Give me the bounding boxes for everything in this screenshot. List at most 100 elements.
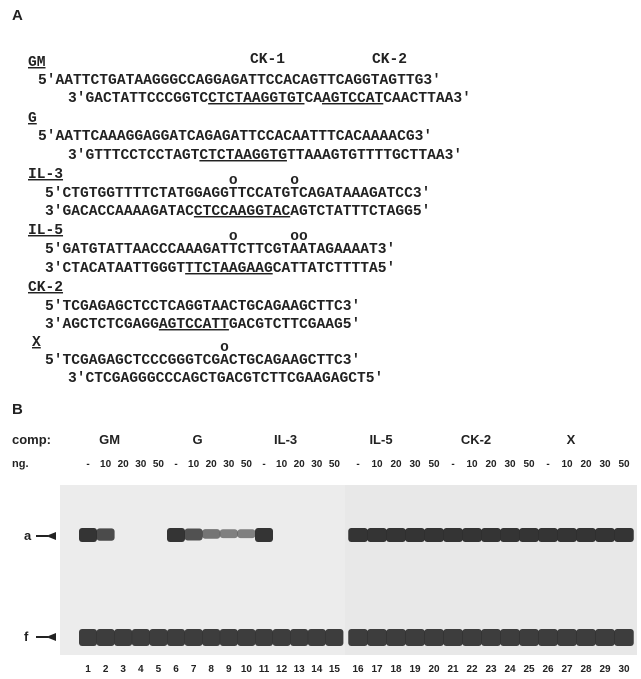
sequence: 3'AGCTCTCGAGGAGTCCATTGACGTCTTCGAAG5' (45, 317, 360, 333)
dose-label: 30 (311, 459, 323, 470)
gel-band (538, 528, 558, 542)
gel-band (273, 629, 291, 646)
figure: ACK-1CK-2GM5'AATTCTGATAAGGGCCAGGAGATTCCA… (0, 0, 641, 679)
binding-site: CTCTAAGGTG (199, 148, 287, 164)
sequence-part: CATTATCTTTTA5' (273, 261, 396, 277)
row-label: ng. (12, 458, 29, 470)
lane-number: 21 (447, 664, 459, 675)
dose-label: 30 (135, 459, 147, 470)
dose-label: 50 (153, 459, 165, 470)
gel-band (386, 629, 406, 646)
gel-band (443, 629, 463, 646)
dose-label: - (86, 459, 89, 470)
sequence-name: G (28, 111, 37, 127)
lane-number: 22 (466, 664, 478, 675)
gel-band (348, 528, 368, 542)
gel-band (149, 629, 167, 646)
gel-band (519, 629, 539, 646)
dose-label: 20 (118, 459, 130, 470)
lane-number: 9 (226, 664, 232, 675)
dose-label: 10 (466, 459, 478, 470)
sequence: 5'TCGAGAGCTCCTCAGGTAACTGCAGAAGCTTC3' (45, 299, 360, 315)
sequence: 5'GATGTATTAACCCAAAGATTCTTCGTAATAGAAAAT3' (45, 242, 395, 258)
lane-number: 18 (390, 664, 402, 675)
gel-band (114, 629, 132, 646)
lane-number: 15 (329, 664, 341, 675)
gel-band (462, 629, 482, 646)
lane-number: 29 (599, 664, 611, 675)
lane-number: 14 (311, 664, 323, 675)
sequence-part: CA (304, 91, 322, 107)
gel-band (185, 629, 203, 646)
gel-band (519, 528, 539, 542)
dose-label: 50 (618, 459, 630, 470)
dose-label: 50 (428, 459, 440, 470)
gel-band (325, 629, 343, 646)
lane-number: 4 (138, 664, 144, 675)
dose-label: 10 (371, 459, 383, 470)
sequence: 5'CTGTGGTTTTCTATGGAGGTTCCATGTCAGATAAAGAT… (45, 186, 430, 202)
gel-band (167, 528, 185, 542)
dose-label: - (356, 459, 359, 470)
sequence: 5'AATTCAAAGGAGGATCAGAGATTCCACAATTTCACAAA… (38, 129, 432, 145)
dose-label: 10 (100, 459, 112, 470)
gel-band (220, 529, 238, 538)
gel-band (500, 629, 520, 646)
sequence-part: 3'CTACATAATTGGGT (45, 261, 185, 277)
gel-band (405, 528, 425, 542)
sequence-part: 3'AGCTCTCGAGG (45, 317, 159, 333)
gel-band (79, 528, 97, 542)
panel-label: B (12, 401, 23, 418)
dose-label: 10 (561, 459, 573, 470)
gel-band (576, 528, 596, 542)
competitor-name: GM (99, 432, 120, 447)
gel-band (481, 528, 501, 542)
dose-label: - (174, 459, 177, 470)
gel-band (557, 528, 577, 542)
gel-band (132, 629, 150, 646)
dose-label: - (451, 459, 454, 470)
dose-label: 50 (241, 459, 253, 470)
gel-band (462, 528, 482, 542)
gel-band (576, 629, 596, 646)
lane-number: 2 (103, 664, 109, 675)
dose-label: 30 (599, 459, 611, 470)
sequence: 3'CTCGAGGGCCCAGCTGACGTCTTCGAAGAGCT5' (68, 371, 383, 387)
dose-label: 20 (294, 459, 306, 470)
dose-label: 30 (409, 459, 421, 470)
gel-band (237, 629, 255, 646)
sequence-part: AGTCTATTTCTAGG5' (290, 204, 430, 220)
lane-number: 26 (542, 664, 554, 675)
sequence-name: GM (28, 55, 46, 71)
lane-number: 3 (120, 664, 126, 675)
sequence: 3'CTACATAATTGGGTTTCTAAGAAGCATTATCTTTTA5' (45, 261, 395, 277)
competitor-name: X (567, 432, 576, 447)
dose-label: - (262, 459, 265, 470)
gel-band (237, 529, 255, 538)
lane-number: 16 (352, 664, 364, 675)
gel-band (348, 629, 368, 646)
lane-number: 10 (241, 664, 253, 675)
sequence-part: 3'GACACCAAAAGATAC (45, 204, 194, 220)
sequence-name: CK-2 (28, 280, 63, 296)
sequence-part: 3'GTTTCCTCCTAGT (68, 148, 200, 164)
gel-band (424, 528, 444, 542)
lane-number: 24 (504, 664, 516, 675)
gel-band (255, 528, 273, 542)
gel-band (167, 629, 185, 646)
dose-label: 20 (485, 459, 497, 470)
dose-label: 20 (390, 459, 402, 470)
gel-band (424, 629, 444, 646)
sequence: 3'GACTATTCCCGGTCCTCTAAGGTGTCAAGTCCATCAAC… (68, 91, 471, 107)
lane-number: 23 (485, 664, 497, 675)
gel-band (367, 528, 387, 542)
gel-band (290, 629, 308, 646)
sequence-part: 5'TCGAGAGCTCCTCAGGTAACTGCAGAAGCTTC3' (45, 299, 360, 315)
lane-number: 5 (156, 664, 162, 675)
sequence-part: 5'GATGTATTAACCCAAAGATTCTTCGTAATAGAAAAT3' (45, 242, 395, 258)
gel-band (595, 629, 615, 646)
lane-number: 19 (409, 664, 421, 675)
dose-label: 10 (188, 459, 200, 470)
sequence-part: 5'CTGTGGTTTTCTATGGAGGTTCCATGTCAGATAAAGAT… (45, 186, 430, 202)
lane-number: 25 (523, 664, 535, 675)
